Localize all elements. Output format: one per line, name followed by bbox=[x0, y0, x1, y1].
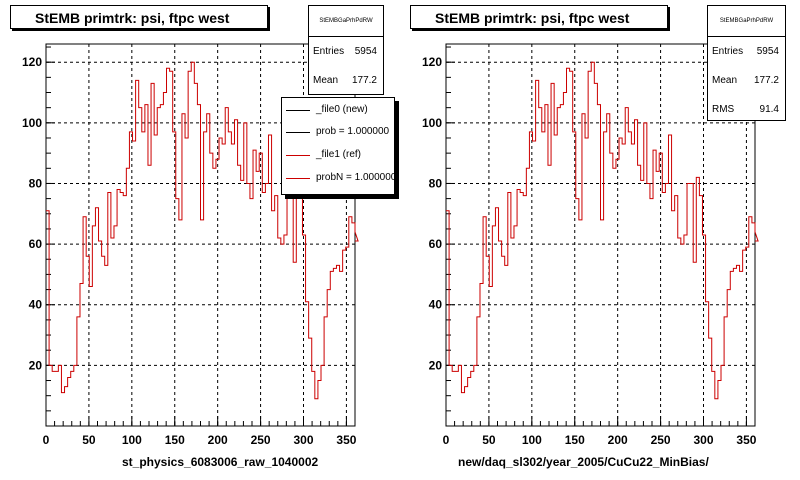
left-stats-mean-row: Mean 177.2 bbox=[309, 66, 383, 95]
legend-label-prob: prob = 1.000000 bbox=[316, 126, 390, 137]
right-y-tick-label: 60 bbox=[429, 237, 443, 251]
legend: _file0 (new) prob = 1.000000 _file1 (ref… bbox=[281, 97, 395, 195]
right-x-tick-label: 50 bbox=[482, 433, 496, 447]
left-y-tick-label: 40 bbox=[29, 298, 43, 312]
right-y-tick-label: 20 bbox=[429, 358, 443, 372]
right-x-tick-label: 350 bbox=[736, 433, 756, 447]
right-stats-entries-value: 5954 bbox=[756, 46, 779, 57]
legend-line-red bbox=[286, 155, 310, 156]
right-stats-rms-value: 91.4 bbox=[759, 104, 779, 115]
legend-line-red bbox=[286, 178, 310, 179]
right-stats-mean-value: 177.2 bbox=[753, 75, 779, 86]
left-x-tick-label: 0 bbox=[43, 433, 50, 447]
left-x-tick-label: 150 bbox=[165, 433, 185, 447]
left-y-tick-label: 120 bbox=[22, 55, 42, 69]
legend-label-file1: _file1 (ref) bbox=[316, 149, 362, 160]
left-stats-mean-label: Mean bbox=[313, 75, 339, 86]
right-x-tick-label: 150 bbox=[565, 433, 585, 447]
legend-entry-file0: _file0 (new) bbox=[282, 100, 394, 120]
right-stats-name: StEMBGaPrhPdRW bbox=[708, 6, 785, 37]
right-histogram-plot: 0 50 100 150 200 250 300 350 20 40 60 80 100 120 bbox=[422, 43, 759, 447]
right-stats-rms-row: RMS 91.4 bbox=[708, 95, 785, 124]
right-x-tick-label: 250 bbox=[651, 433, 671, 447]
right-pad: 0 50 100 150 200 250 300 350 20 40 60 80 100 120 StEM… bbox=[400, 0, 800, 480]
right-y-tick-label: 80 bbox=[429, 176, 443, 190]
right-stats-rms-label: RMS bbox=[712, 104, 735, 115]
left-histogram-line bbox=[46, 61, 359, 400]
left-stats-entries-value: 5954 bbox=[354, 46, 377, 57]
right-histogram-line bbox=[446, 61, 759, 400]
left-x-axis-label: st_physics_6083006_raw_1040002 bbox=[122, 455, 319, 469]
right-y-tick-label: 40 bbox=[429, 298, 443, 312]
left-stats-name: StEMBGaPrhPdRW bbox=[309, 6, 383, 37]
left-x-tick-label: 300 bbox=[293, 433, 313, 447]
legend-entry-file1: _file1 (ref) bbox=[282, 145, 394, 165]
legend-entry-probn: probN = 1.000000 bbox=[282, 168, 395, 188]
left-stats-box: StEMBGaPrhPdRW Entries 5954 Mean 177.2 bbox=[308, 5, 384, 95]
left-y-tick-label: 60 bbox=[29, 237, 43, 251]
right-stats-mean-row: Mean 177.2 bbox=[708, 66, 785, 95]
left-stats-mean-value: 177.2 bbox=[351, 75, 377, 86]
right-x-tick-label: 300 bbox=[693, 433, 713, 447]
right-stats-entries-label: Entries bbox=[712, 46, 744, 57]
right-x-axis-label: new/daq_sl302/year_2005/CuCu22_MinBias/ bbox=[458, 455, 709, 469]
right-chart-title: StEMB primtrk: psi, ftpc west bbox=[410, 5, 668, 29]
left-x-tick-label: 250 bbox=[251, 433, 271, 447]
right-x-tick-label: 200 bbox=[608, 433, 628, 447]
left-chart-title: StEMB primtrk: psi, ftpc west bbox=[10, 5, 268, 29]
left-stats-entries-row: Entries 5954 bbox=[309, 37, 383, 66]
left-x-tick-label: 350 bbox=[336, 433, 356, 447]
legend-label-probn: probN = 1.000000 bbox=[316, 172, 395, 183]
legend-label-file0: _file0 (new) bbox=[316, 104, 368, 115]
left-y-tick-label: 80 bbox=[29, 176, 43, 190]
right-x-tick-label: 0 bbox=[443, 433, 450, 447]
left-x-tick-label: 100 bbox=[122, 433, 142, 447]
left-x-tick-label: 200 bbox=[208, 433, 228, 447]
legend-entry-prob: prob = 1.000000 bbox=[282, 122, 394, 142]
right-y-tick-label: 120 bbox=[422, 55, 442, 69]
left-y-tick-label: 100 bbox=[22, 116, 42, 130]
legend-line-black bbox=[286, 132, 310, 133]
right-stats-entries-row: Entries 5954 bbox=[708, 37, 785, 66]
left-y-tick-label: 20 bbox=[29, 358, 43, 372]
left-x-tick-label: 50 bbox=[82, 433, 96, 447]
legend-line-black bbox=[286, 110, 310, 111]
left-pad: 0 50 100 150 200 250 300 350 20 40 60 80 100 120 StEM… bbox=[10, 5, 395, 469]
left-stats-entries-label: Entries bbox=[313, 46, 345, 57]
right-y-tick-label: 100 bbox=[422, 116, 442, 130]
right-stats-mean-label: Mean bbox=[712, 75, 738, 86]
right-x-tick-label: 100 bbox=[522, 433, 542, 447]
right-stats-box: StEMBGaPrhPdRW Entries 5954 Mean 177.2 R… bbox=[707, 5, 786, 121]
